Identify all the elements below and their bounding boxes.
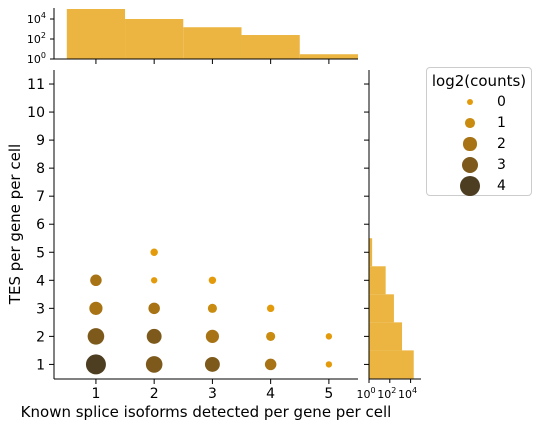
right-histogram: 100 102 104: [356, 70, 421, 401]
tick-exponent: 4: [41, 11, 46, 20]
y-tick-label: 8: [36, 161, 45, 177]
legend-entry: 2: [427, 134, 531, 154]
y-tick-label: 3: [36, 301, 45, 317]
right-hist-bar: [369, 294, 394, 323]
legend-entry: 4: [427, 176, 531, 196]
x-tick-label: 2: [150, 386, 159, 402]
scatter-point: [325, 333, 333, 340]
top-hist-bar: [299, 54, 358, 59]
right-hist-bar: [369, 322, 403, 351]
scatter-point: [208, 276, 217, 285]
legend: log2(counts) 0 1 2 3 4: [426, 67, 532, 196]
y-tick-label: 9: [36, 133, 45, 149]
scatter-point: [150, 277, 158, 284]
legend-marker: [463, 137, 477, 151]
y-tick-label: 4: [36, 273, 45, 289]
right-hist-x-tick-label: 104: [398, 386, 417, 401]
scatter-point: [325, 361, 333, 368]
legend-entry: 0: [427, 92, 531, 112]
right-hist-bar: [369, 350, 414, 379]
top-hist-y-tick-label: 104: [27, 11, 46, 26]
legend-entry: 3: [427, 155, 531, 175]
top-hist-y-tick-label: 100: [27, 51, 46, 66]
scatter-point: [204, 356, 220, 372]
tick-exponent: 2: [391, 386, 396, 395]
top-hist-bar: [183, 27, 242, 59]
y-tick-label: 5: [36, 245, 45, 261]
scatter-point: [264, 358, 277, 371]
legend-marker: [465, 118, 475, 128]
top-histogram: 100 102 104: [27, 8, 358, 66]
scatter-point: [148, 302, 160, 315]
tick-exponent: 0: [41, 51, 46, 60]
legend-title: log2(counts): [431, 72, 527, 90]
legend-marker: [466, 98, 474, 106]
scatter-point: [90, 274, 102, 287]
y-tick-label: 7: [36, 189, 45, 205]
scatter-point: [89, 301, 103, 315]
legend-entry: 1: [427, 113, 531, 133]
top-hist-bar: [125, 19, 184, 59]
scatter-point: [145, 356, 163, 373]
scatter-point: [85, 354, 106, 375]
legend-marker: [461, 156, 479, 174]
scatter-point: [266, 331, 276, 341]
tick-exponent: 0: [370, 386, 375, 395]
legend-label: 4: [497, 178, 506, 194]
right-hist-bar: [369, 266, 386, 295]
scatter-point: [150, 248, 158, 256]
right-hist-bar: [369, 238, 373, 267]
scatter-point: [87, 328, 105, 345]
tick-exponent: 4: [412, 386, 417, 395]
x-tick-label: 1: [91, 386, 100, 402]
top-hist-bar: [66, 9, 126, 59]
y-tick-label: 11: [27, 77, 45, 93]
x-tick-label: 4: [266, 386, 275, 402]
right-hist-x-tick-label: 102: [377, 386, 396, 401]
right-hist-x-tick-label: 100: [356, 386, 375, 401]
y-tick-label: 2: [36, 329, 45, 345]
legend-label: 0: [497, 94, 506, 110]
tick-exponent: 2: [41, 31, 46, 40]
legend-marker: [460, 176, 480, 196]
x-axis-label: Known splice isoforms detected per gene …: [21, 403, 392, 421]
main-scatter-axes: 1 2 3 4 5 1 2 3 4 5 6 7 8 9 10 11: [27, 70, 358, 402]
scatter-point: [205, 329, 220, 343]
legend-label: 1: [497, 115, 506, 131]
scatter-point: [266, 304, 275, 313]
y-tick-label: 6: [36, 217, 45, 233]
top-hist-bar: [241, 35, 300, 59]
y-axis-label: TES per gene per cell: [6, 144, 24, 305]
x-tick-label: 5: [324, 386, 333, 402]
x-tick-label: 3: [208, 386, 217, 402]
y-tick-label: 10: [27, 105, 45, 121]
y-tick-label: 1: [36, 357, 45, 373]
scatter-point: [207, 303, 217, 313]
legend-label: 3: [497, 157, 506, 173]
scatter-point: [146, 328, 162, 344]
top-hist-y-tick-label: 102: [27, 31, 46, 46]
legend-label: 2: [497, 136, 506, 152]
